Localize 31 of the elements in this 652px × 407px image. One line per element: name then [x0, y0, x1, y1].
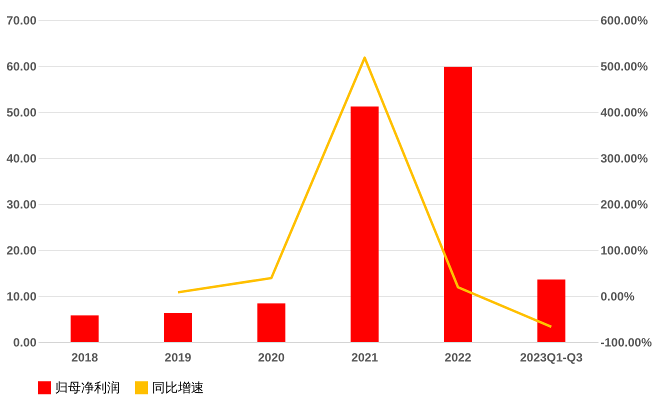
x-tick-label: 2018	[71, 350, 98, 364]
line-series	[176, 56, 553, 328]
x-tick-label: 2019	[164, 350, 192, 364]
y-tick-label: 20.00	[6, 244, 37, 258]
y2-tick-label: 400.00%	[600, 106, 648, 120]
x-tick-label: 2023Q1-Q3	[520, 350, 584, 364]
y-tick-label: 10.00	[6, 290, 37, 304]
y2-tick-label: 0.00%	[600, 290, 635, 304]
y2-tick-label: -100.00%	[600, 336, 652, 350]
x-tick-label: 2022	[444, 350, 472, 364]
legend-label: 归母净利润	[55, 380, 120, 395]
legend-label: 同比增速	[152, 380, 204, 395]
y2-tick-label: 500.00%	[600, 60, 648, 74]
y2-tick-label: 100.00%	[600, 244, 648, 258]
y-tick-label: 70.00	[6, 14, 37, 28]
y-tick-label: 0.00	[13, 336, 37, 350]
bar	[257, 303, 286, 342]
bar	[537, 279, 566, 342]
y-tick-label: 40.00	[6, 152, 37, 166]
y-tick-label: 50.00	[6, 106, 37, 120]
y-tick-label: 60.00	[6, 60, 37, 74]
bar	[350, 106, 379, 342]
y2-tick-label: 300.00%	[600, 152, 648, 166]
x-tick-label: 2020	[258, 350, 286, 364]
bar	[164, 313, 192, 342]
bar	[444, 66, 472, 342]
y2-tick-label: 600.00%	[600, 14, 648, 28]
x-tick-label: 2021	[351, 350, 378, 364]
y2-tick-label: 200.00%	[600, 198, 648, 212]
y-tick-label: 30.00	[6, 198, 37, 212]
bar	[70, 315, 99, 342]
